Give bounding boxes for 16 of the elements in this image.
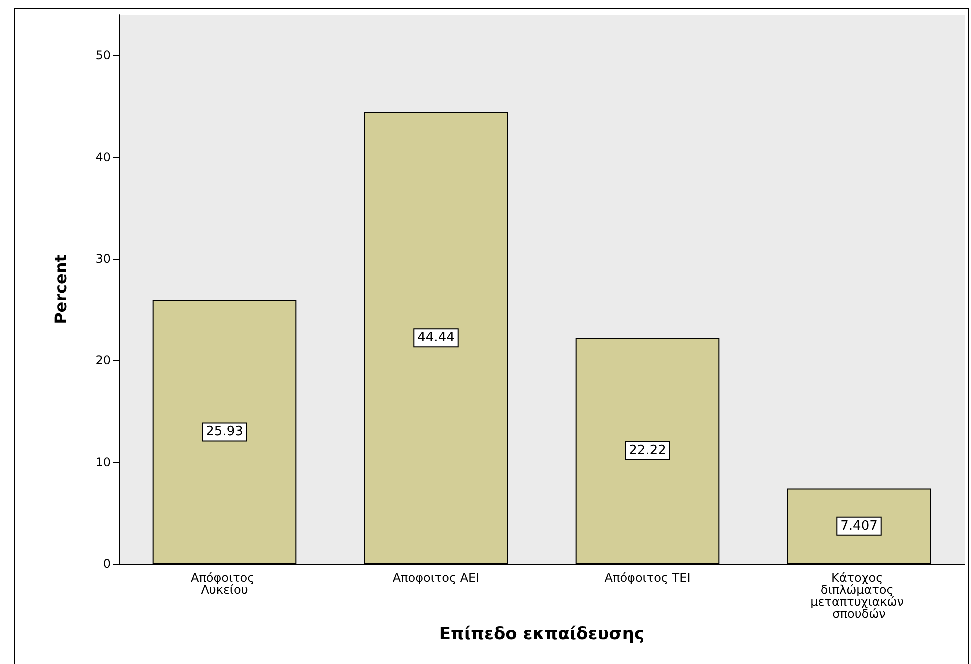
data-label: 22.22 bbox=[629, 444, 666, 459]
y-tick-label: 40 bbox=[96, 150, 111, 164]
y-tick-label: 30 bbox=[96, 252, 111, 266]
y-axis-title: Percent bbox=[52, 254, 70, 324]
x-tick-label: Αποφοιτος ΑΕΙ bbox=[392, 571, 480, 585]
x-tick-label: Απόφοιτος ΤΕΙ bbox=[604, 571, 691, 585]
data-label: 25.93 bbox=[206, 424, 244, 440]
y-tick-label: 20 bbox=[96, 354, 111, 368]
y-tick-label: 50 bbox=[96, 48, 111, 63]
data-label: 44.44 bbox=[418, 330, 455, 346]
x-tick-label: Απόφοιτος Λυκείου bbox=[190, 571, 259, 597]
data-label: 7.407 bbox=[840, 518, 878, 534]
x-tick-label: Κάτοχος διπλώματος μεταπτυχιακών σπουδών bbox=[810, 571, 908, 621]
y-tick-label: 0 bbox=[103, 557, 111, 571]
x-axis-title: Επίπεδο εκπαίδευσης bbox=[439, 624, 645, 644]
y-tick-label: 10 bbox=[96, 455, 111, 470]
